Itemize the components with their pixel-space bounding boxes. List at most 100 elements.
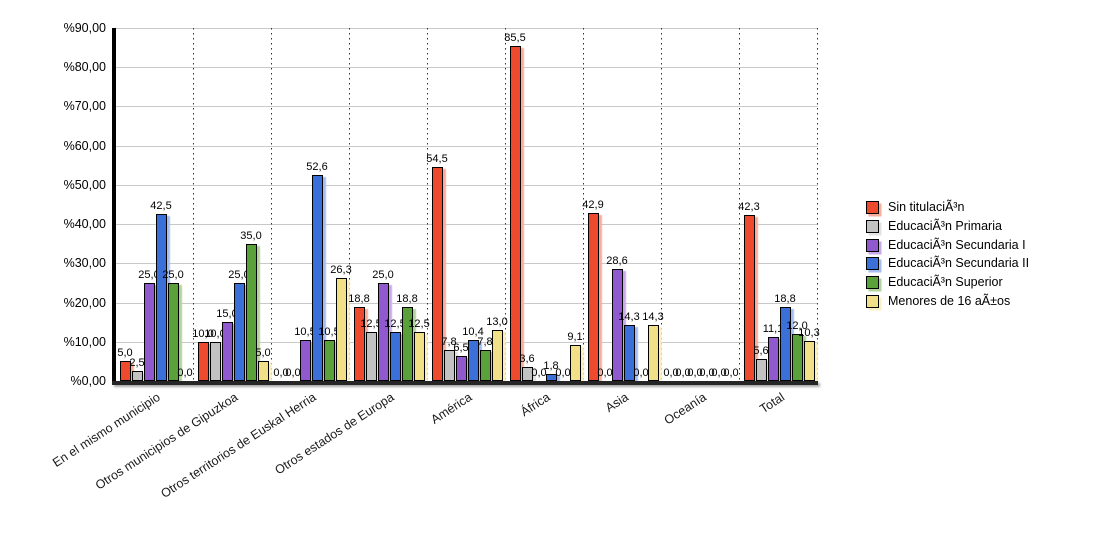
bar-value-label: 0,0 — [699, 367, 715, 379]
legend: Sin titulaciÃ³n EducaciÃ³n Primaria Educac… — [866, 201, 1029, 314]
legend-label: EducaciÃ³n Primaria — [888, 218, 1002, 233]
bar-value-label: 11,1 — [762, 323, 784, 335]
legend-label: Sin titulaciÃ³n — [888, 200, 965, 214]
legend-item: EducaciÃ³n Secundaria I — [866, 238, 1029, 252]
bar-slot: 0,0 — [687, 28, 703, 381]
legend-swatch — [866, 257, 879, 271]
bar-value-label: 0,0 — [633, 367, 649, 379]
category-group: 54,5 7,8 6,5 10,4 7,8 13,0 — [426, 28, 508, 381]
bar-value-label: 0,0 — [285, 367, 301, 379]
legend-label: EducaciÃ³n Secundaria II — [888, 256, 1030, 271]
bar — [647, 325, 659, 381]
bar — [155, 214, 167, 381]
bar-value-label: 9,1 — [567, 331, 583, 343]
bar-value-label: 10,4 — [462, 326, 484, 338]
bar-value-label: 5,6 — [753, 345, 769, 357]
bar-value-label: 85,5 — [504, 32, 526, 44]
bar — [413, 332, 425, 381]
legend-item: EducaciÃ³n Primaria — [866, 218, 1029, 233]
bar-slot: 25,0 — [228, 28, 250, 381]
bar-value-label: 10,0 — [204, 328, 226, 340]
bar — [569, 345, 581, 381]
bar-slot: 9,1 — [567, 28, 583, 381]
bar-slot: 7,8 — [477, 28, 493, 381]
bar-value-label: 14,3 — [642, 311, 664, 323]
bar-slot: 14,3 — [642, 28, 664, 381]
bar-value-label: 7,8 — [441, 336, 457, 348]
bar-slot: 14,3 — [618, 28, 640, 381]
bar-value-label: 14,3 — [618, 311, 640, 323]
category-separator — [817, 28, 818, 381]
bar-slot: 6,5 — [453, 28, 469, 381]
category-label: Otros municipios de Gipuzkoa — [93, 390, 241, 493]
bar-value-label: 0,0 — [663, 367, 679, 379]
bar-slot: 0,0 — [675, 28, 690, 381]
gridline — [116, 184, 818, 186]
bar-value-label: 18,8 — [774, 293, 796, 305]
bar-slot: 10,3 — [798, 28, 820, 381]
bar-value-label: 13,0 — [486, 316, 508, 328]
category-separator — [193, 28, 194, 381]
bar-value-label: 2,5 — [129, 357, 145, 369]
y-tick-label: %0,00 — [70, 374, 106, 388]
gridline — [116, 145, 818, 147]
bar-value-label: 5,0 — [255, 347, 271, 359]
bar-value-label: 42,3 — [738, 201, 760, 213]
gridline — [116, 263, 818, 265]
category-group: 18,8 12,5 25,0 12,5 18,8 12,5 — [348, 28, 430, 381]
y-axis-line — [112, 28, 116, 385]
bar-value-label: 0,0 — [711, 367, 727, 379]
bar-value-label: 10,0 — [192, 328, 214, 340]
bar-slot: 11,1 — [763, 28, 783, 381]
bar — [389, 332, 401, 381]
bar-slot: 35,0 — [240, 28, 262, 381]
legend-item: Sin titulaciÃ³n — [866, 201, 1029, 214]
bar-slot: 0,0 — [597, 28, 613, 381]
bar — [509, 46, 521, 381]
bar-value-label: 12,5 — [408, 318, 430, 330]
category-separator — [271, 28, 272, 381]
bar-slot: 3,6 — [519, 28, 535, 381]
bar — [479, 350, 491, 381]
bar-slot: 2,5 — [129, 28, 145, 381]
bar — [755, 359, 767, 381]
category-separator — [583, 28, 584, 381]
category-label: Otros territorios de Euskal Herria — [158, 390, 319, 501]
bar-value-label: 25,0 — [372, 269, 394, 281]
category-group: 42,3 5,6 11,1 18,8 12,0 10,3 — [738, 28, 820, 381]
bar-slot: 0,0 — [711, 28, 727, 381]
bar — [401, 307, 413, 381]
bar-slot: 1,8 — [543, 28, 559, 381]
legend-swatch — [866, 238, 879, 252]
bar-value-label: 0,0 — [687, 367, 703, 379]
category-group: 5,0 2,5 25,0 42,5 25,0 0,0 — [116, 28, 194, 381]
bar-value-label: 42,9 — [582, 199, 604, 211]
y-tick-label: %40,00 — [63, 217, 106, 232]
bar — [167, 283, 179, 381]
bar-slot: 5,0 — [255, 28, 271, 381]
bar-value-label: 0,0 — [177, 367, 193, 379]
legend-swatch — [866, 219, 879, 233]
bar-value-label: 0,0 — [597, 367, 613, 379]
bar-slot: 5,0 — [117, 28, 133, 381]
bar-slot: 13,0 — [486, 28, 508, 381]
bar-slot: 0,0 — [663, 28, 679, 381]
bar — [623, 325, 635, 381]
bar-slot: 42,5 — [150, 28, 172, 381]
bar-slot: 0,0 — [531, 28, 546, 381]
category-group: 0,0 0,0 0,0 0,0 0,0 0,0 — [662, 28, 740, 381]
bar — [443, 350, 455, 381]
bar-slot: 26,3 — [330, 28, 352, 381]
bar-value-label: 18,8 — [396, 293, 418, 305]
bar-slot: 12,5 — [384, 28, 406, 381]
bar-value-label: 5,0 — [117, 347, 133, 359]
bar-value-label: 15,0 — [216, 308, 238, 320]
bar — [221, 322, 233, 381]
y-tick-label: %70,00 — [63, 99, 106, 114]
x-axis-line — [112, 381, 818, 385]
category-separator — [505, 28, 506, 381]
gridline — [116, 341, 818, 343]
category-label: Oceanía — [661, 390, 709, 428]
bar — [611, 269, 623, 381]
bar-value-label: 12,5 — [384, 318, 406, 330]
